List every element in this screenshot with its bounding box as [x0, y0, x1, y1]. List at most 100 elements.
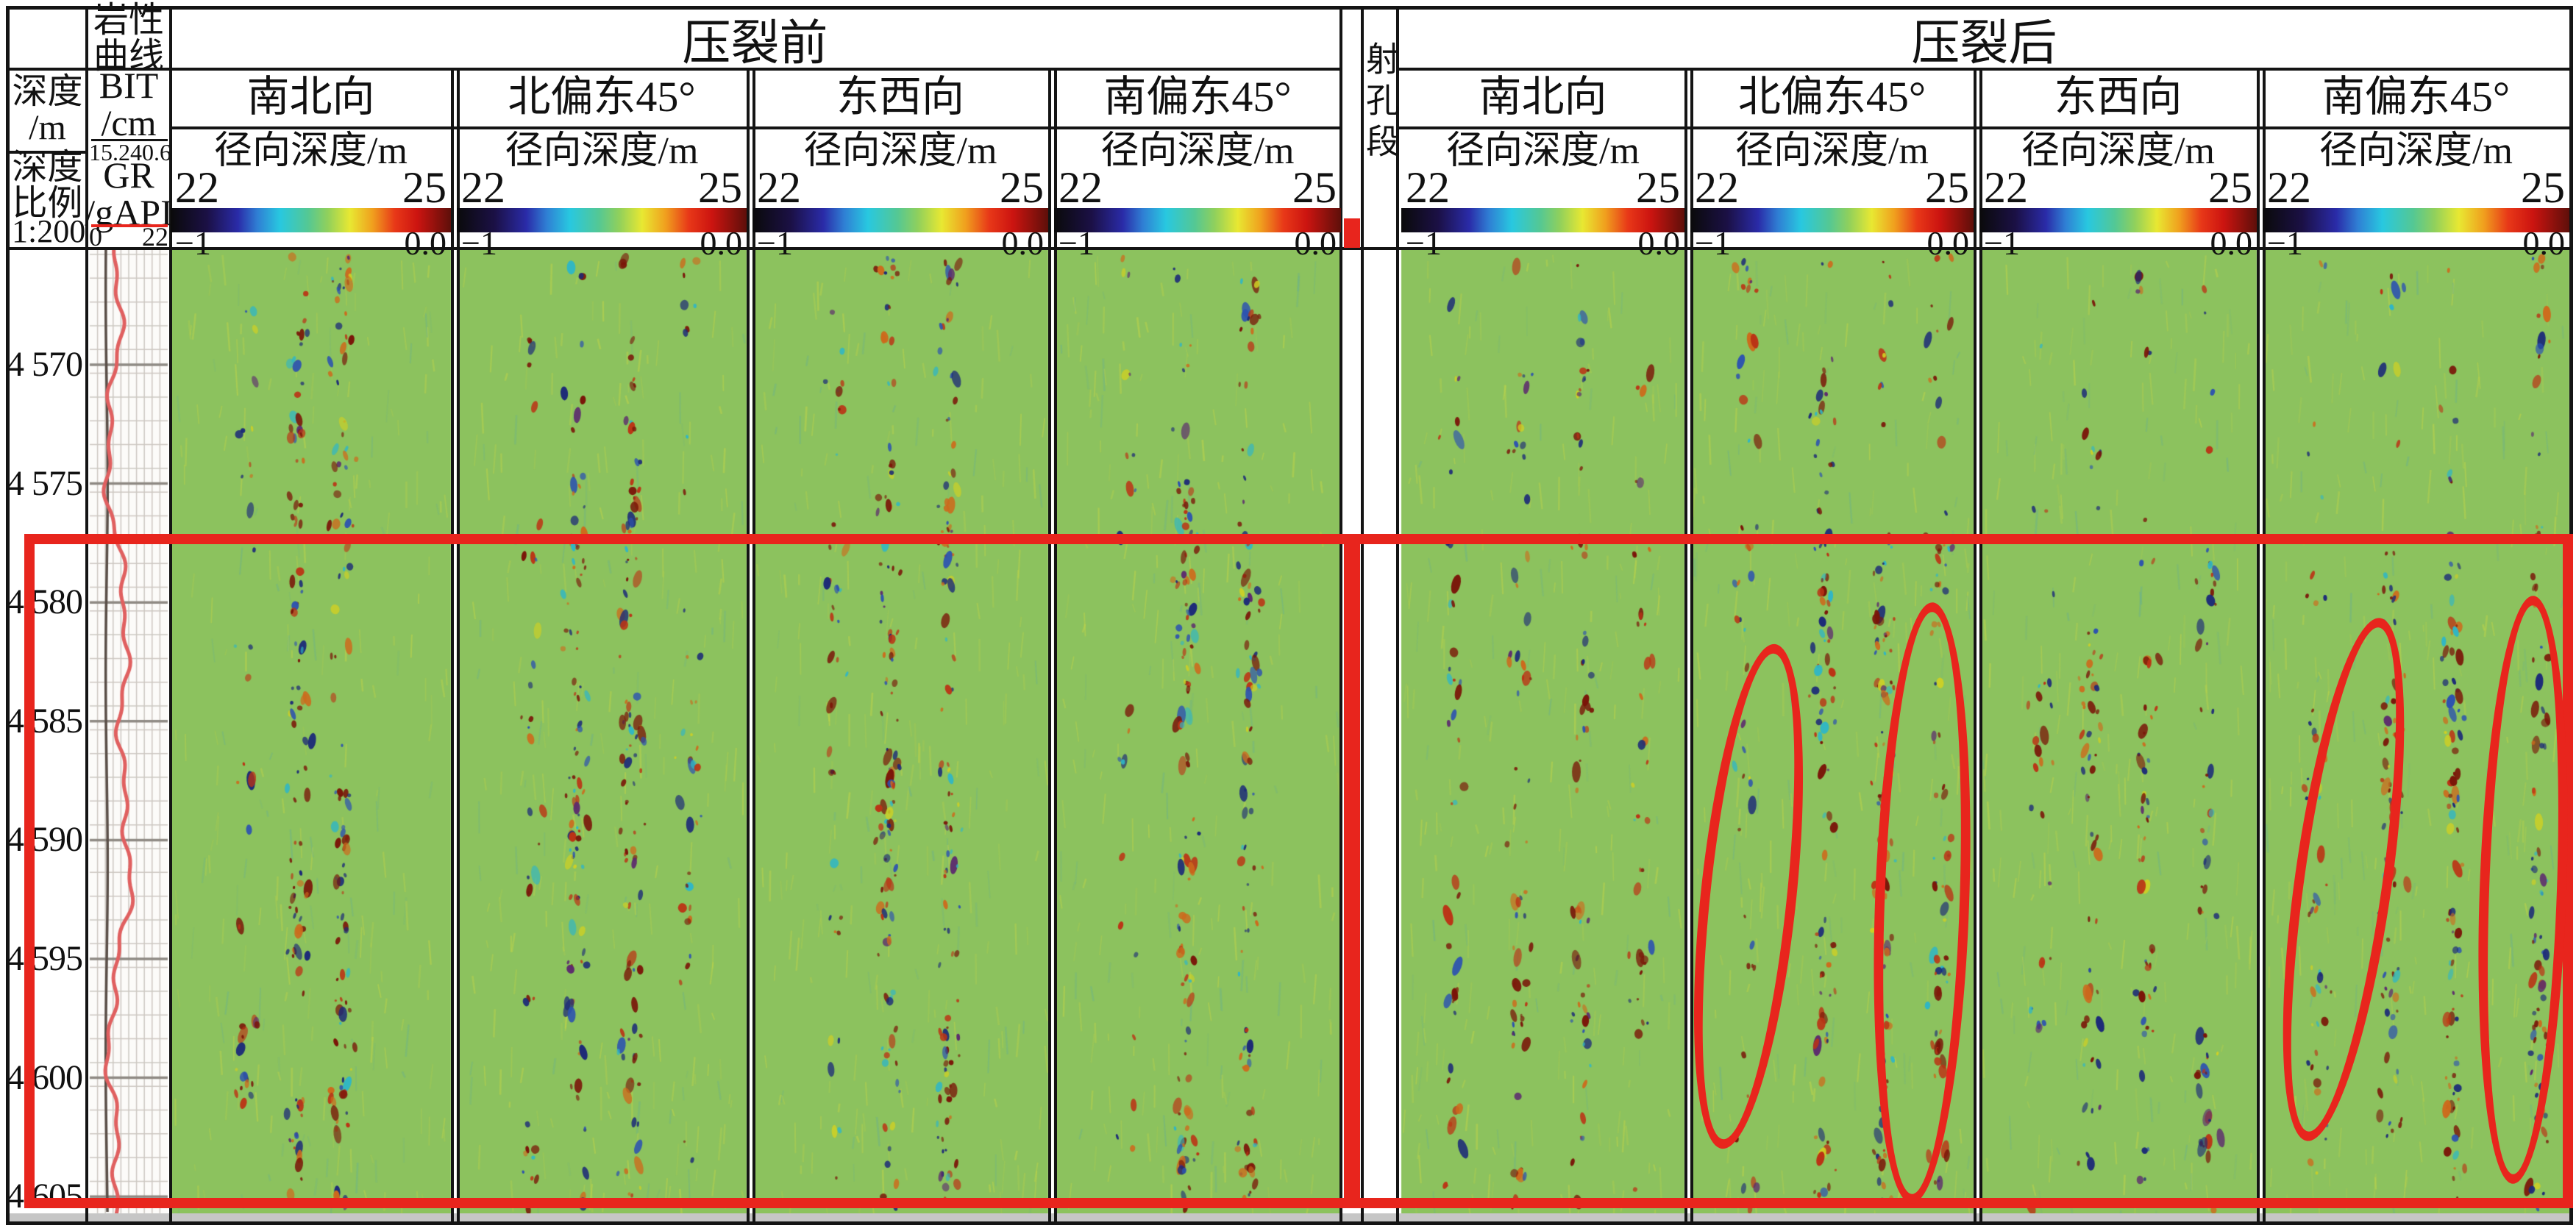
panel-header-post-1: 北偏东45° 径向深度/m 22 25 −1 0.0 — [1690, 68, 1974, 262]
radial-scale-row: 22 25 — [1984, 165, 2252, 210]
grid-line — [752, 68, 755, 1221]
grid-line — [1684, 68, 1687, 1221]
radial-scale-max: 25 — [2521, 163, 2565, 212]
grid-line — [169, 10, 172, 1221]
grid-line — [1339, 10, 1342, 1221]
radial-depth-label: 径向深度/m — [1100, 130, 1295, 172]
depth-scale-value: 1:200 — [12, 213, 86, 249]
panel-title: 东西向 — [2054, 73, 2182, 121]
radial-scale-min: 22 — [1406, 163, 1450, 212]
grid-line — [2263, 68, 2266, 1221]
colorbar — [2263, 208, 2569, 232]
grid-line — [457, 68, 460, 1221]
grid-line — [1396, 10, 1399, 1221]
colorbar-max: 0.0 — [1294, 224, 1337, 262]
depth-tick-label: 4 570 — [7, 345, 83, 384]
grid-line — [2257, 68, 2260, 1221]
perforation-column-header: 射孔段 — [1362, 41, 1399, 165]
pre-frac-group-title: 压裂前 — [682, 17, 828, 71]
bit-scale-max: 40.6 — [130, 139, 171, 165]
grid-line — [1399, 126, 2569, 129]
gr-scale-min: 0 — [89, 222, 102, 251]
colorbar — [171, 208, 451, 232]
colorbar-max: 0.0 — [1001, 224, 1045, 262]
colorbar-scale-row: −1 0.0 — [757, 224, 1045, 262]
post-frac-group-title: 压裂后 — [1911, 17, 2057, 71]
radial-scale-max: 25 — [1292, 163, 1337, 212]
grid-line — [1048, 68, 1051, 1221]
colorbar-max: 0.0 — [700, 224, 743, 262]
panel-header-post-2: 东西向 径向深度/m 22 25 −1 0.0 — [1979, 68, 2257, 262]
panel-header-post-0: 南北向 径向深度/m 22 25 −1 0.0 — [1401, 68, 1684, 262]
panel-header-pre-2: 东西向 径向深度/m 22 25 −1 0.0 — [752, 68, 1048, 262]
radial-scale-row: 22 25 — [175, 163, 446, 212]
radial-scale-min: 22 — [1058, 163, 1103, 212]
gr-scale-row: 0 22 — [89, 222, 168, 251]
radial-scale-min: 22 — [1695, 163, 1739, 212]
colorbar-max: 0.0 — [1926, 224, 1970, 262]
radial-scale-min: 22 — [2267, 163, 2311, 212]
radial-scale-row: 22 25 — [1406, 163, 1680, 212]
grid-line — [171, 126, 1339, 129]
panel-header-pre-3: 南偏东45° 径向深度/m 22 25 −1 0.0 — [1054, 68, 1341, 262]
grid-line — [85, 10, 88, 1221]
radial-scale-row: 22 25 — [461, 163, 742, 212]
colorbar-min: −1 — [1406, 224, 1442, 262]
grid-line — [451, 68, 454, 1221]
colorbar-min: −1 — [1984, 224, 2020, 262]
radial-scale-min: 22 — [461, 163, 505, 212]
grid-line — [1399, 68, 2569, 71]
panel-header-pre-0: 南北向 径向深度/m 22 25 −1 0.0 — [171, 68, 451, 262]
radial-depth-label: 径向深度/m — [1735, 130, 1929, 172]
panel-title: 北偏东45° — [1737, 73, 1926, 121]
perforation-header-marker — [1344, 218, 1360, 248]
colorbar — [752, 208, 1048, 232]
radial-depth-label: 径向深度/m — [2021, 130, 2215, 172]
colorbar-max: 0.0 — [404, 224, 447, 262]
radial-scale-max: 25 — [1000, 163, 1044, 212]
colorbar — [1690, 208, 1974, 232]
grid-line — [10, 68, 1339, 71]
panel-title: 南北向 — [1479, 73, 1607, 121]
colorbar-max: 0.0 — [2210, 224, 2253, 262]
bit-curve-header: BIT /cm — [99, 65, 159, 143]
radial-scale-max: 25 — [698, 163, 742, 212]
depth-tick-label: 4 575 — [7, 464, 83, 503]
bit-scale-underline — [91, 139, 168, 141]
panel-header-post-3: 南偏东45° 径向深度/m 22 25 −1 0.0 — [2263, 68, 2569, 262]
colorbar-scale-row: −1 0.0 — [1695, 224, 1970, 262]
depth-tick-label: 4 590 — [7, 820, 83, 859]
gr-scale-underline — [91, 224, 168, 227]
colorbar-min: −1 — [1695, 224, 1731, 262]
colorbar-min: −1 — [1058, 224, 1095, 262]
log-image-canvas — [0, 250, 2576, 1221]
colorbar-max: 0.0 — [2522, 224, 2566, 262]
grid-line — [1361, 10, 1364, 1221]
colorbar-scale-row: −1 0.0 — [1406, 224, 1681, 262]
colorbar-scale-row: −1 0.0 — [175, 224, 447, 262]
bit-scale-row: 15.2 40.6 — [89, 139, 171, 165]
colorbar-scale-row: −1 0.0 — [1058, 224, 1337, 262]
depth-tick-label: 4 595 — [7, 939, 83, 978]
colorbar-scale-row: −1 0.0 — [2267, 224, 2566, 262]
colorbar-max: 0.0 — [1637, 224, 1681, 262]
radial-scale-max: 25 — [1925, 163, 1969, 212]
panel-title: 南偏东45° — [1103, 73, 1292, 121]
radial-scale-row: 22 25 — [1695, 163, 1969, 212]
colorbar-scale-row: −1 0.0 — [1984, 224, 2253, 262]
grid-line — [1690, 68, 1693, 1221]
gr-curve-header: GR /gAPI — [85, 154, 173, 233]
bit-scale-min: 15.2 — [89, 139, 130, 165]
panel-title: 南偏东45° — [2321, 73, 2511, 121]
colorbar-min: −1 — [2267, 224, 2303, 262]
radial-depth-label: 径向深度/m — [214, 130, 408, 172]
grid-line — [1054, 68, 1057, 1221]
bottom-gray-strip — [10, 1213, 2569, 1221]
depth-column-header: 深度 /m — [12, 72, 83, 147]
radial-scale-min: 22 — [175, 163, 219, 212]
colorbar — [1401, 208, 1684, 232]
perforation-interval-marker — [1344, 544, 1360, 1208]
depth-scale-header: 深度 比例 — [12, 148, 83, 223]
depth-tick-label: 4 600 — [7, 1058, 83, 1097]
colorbar-scale-row: −1 0.0 — [461, 224, 743, 262]
